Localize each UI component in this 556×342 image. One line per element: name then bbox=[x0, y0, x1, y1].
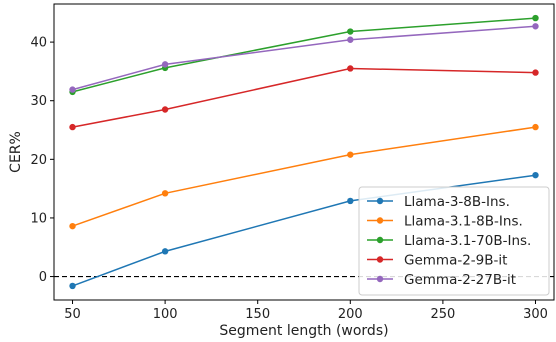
x-tick-label: 100 bbox=[153, 307, 178, 322]
legend-swatch-marker bbox=[376, 275, 384, 283]
y-tick-label: 40 bbox=[30, 36, 47, 51]
legend: Llama-3-8B-Ins. Llama-3.1-8B-Ins. Llama-3.… bbox=[358, 186, 550, 296]
x-tick-label: 50 bbox=[64, 307, 81, 322]
legend-swatch-marker bbox=[376, 236, 384, 244]
plot-frame bbox=[53, 3, 555, 301]
series-3-point bbox=[347, 28, 354, 35]
legend-swatch-marker bbox=[376, 197, 384, 205]
series-4-point bbox=[347, 65, 354, 72]
series-4-point bbox=[161, 106, 169, 113]
y-tick-label: 20 bbox=[30, 153, 47, 168]
legend-entry: Llama-3-8B-Ins. bbox=[404, 194, 510, 210]
series-5-point bbox=[347, 36, 354, 43]
series-1-point bbox=[347, 197, 354, 205]
series-5-point bbox=[161, 61, 169, 68]
y-axis-label: CER% bbox=[8, 131, 24, 173]
series-4-point bbox=[532, 69, 539, 76]
legend-entry: Gemma-2-9B-it bbox=[404, 253, 507, 269]
y-tick-label: 10 bbox=[30, 211, 47, 226]
series-1-point bbox=[69, 282, 76, 290]
series-2-point bbox=[347, 151, 354, 158]
series-line-4 bbox=[72, 67, 536, 128]
series-5-point bbox=[69, 86, 76, 93]
series-line-5 bbox=[72, 25, 536, 91]
series-2-point bbox=[532, 123, 539, 131]
legend-box bbox=[358, 186, 550, 296]
x-tick-label: 250 bbox=[430, 307, 455, 322]
series-2-point bbox=[161, 190, 169, 197]
series-5-point bbox=[532, 23, 539, 30]
series-3-point bbox=[532, 14, 539, 22]
y-tick-label: 30 bbox=[30, 94, 47, 109]
x-axis-label: Segment length (words) bbox=[219, 323, 388, 339]
legend-entry: Llama-3.1-70B-Ins. bbox=[404, 233, 531, 249]
x-tick-label: 150 bbox=[245, 307, 270, 322]
x-tick-label: 300 bbox=[523, 307, 548, 322]
series-line-3 bbox=[72, 17, 536, 93]
y-tick-label: 0 bbox=[39, 270, 47, 285]
x-tick-label: 200 bbox=[338, 307, 363, 322]
series-line-2 bbox=[72, 126, 536, 227]
legend-entry: Gemma-2-27B-it bbox=[404, 272, 516, 288]
series-2-point bbox=[69, 222, 76, 230]
series-1-point bbox=[532, 171, 539, 179]
legend-entry: Llama-3.1-8B-Ins. bbox=[404, 214, 523, 230]
ticks-layer: 50 100 150 200 250 300 0 10 20 30 40 bbox=[30, 36, 547, 322]
legend-swatch-marker bbox=[376, 256, 384, 263]
series-1-point bbox=[161, 248, 169, 255]
legend-swatch-marker bbox=[376, 217, 384, 224]
series-4-point bbox=[69, 123, 76, 131]
